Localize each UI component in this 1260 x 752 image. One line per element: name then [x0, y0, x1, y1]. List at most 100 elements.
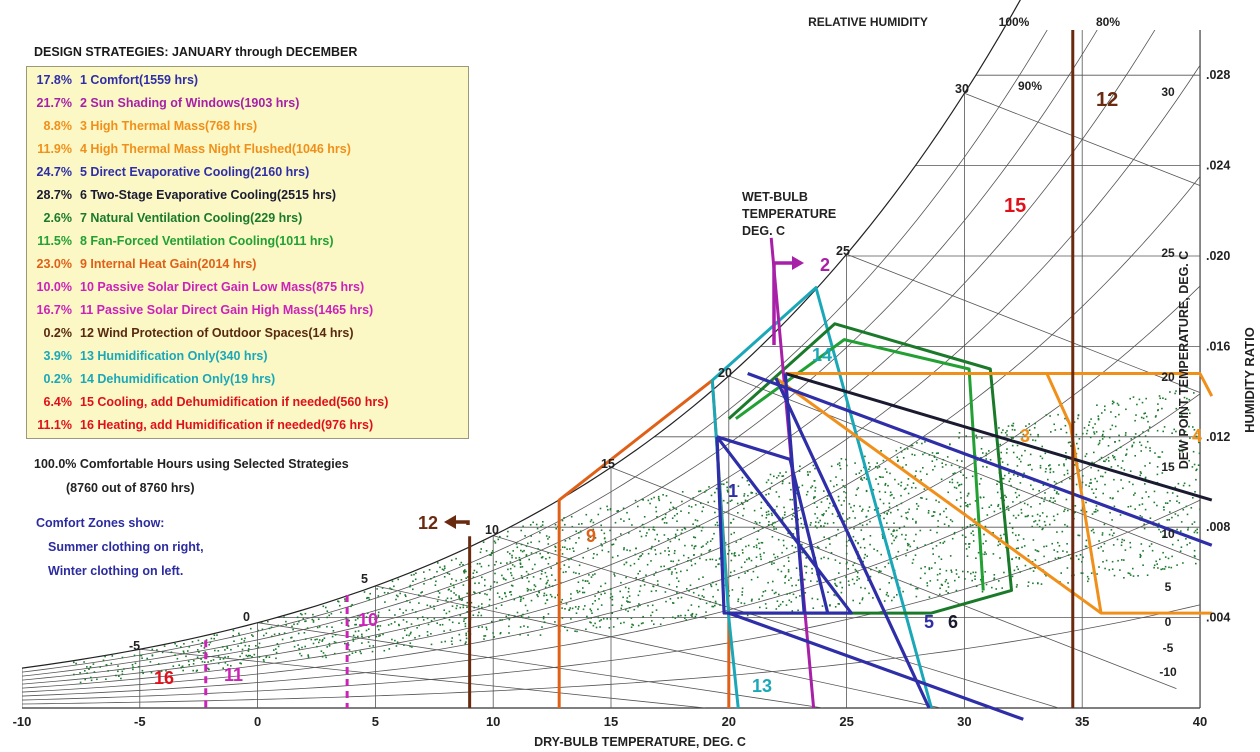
climate-point [737, 600, 739, 603]
climate-point [642, 499, 644, 501]
climate-point [1019, 571, 1021, 573]
climate-point [244, 637, 246, 640]
climate-point [311, 618, 314, 621]
climate-point [961, 460, 963, 462]
climate-point [824, 522, 826, 525]
climate-point [1020, 508, 1023, 511]
climate-point [680, 532, 683, 535]
climate-point [527, 588, 530, 591]
climate-point [1104, 460, 1106, 463]
note-line1: Comfort Zones show: [36, 516, 165, 530]
climate-point [879, 588, 881, 591]
climate-point [539, 578, 542, 580]
legend-label: 5 Direct Evaporative Cooling(2160 hrs) [80, 165, 310, 179]
climate-point [811, 572, 813, 574]
climate-point [1109, 428, 1112, 431]
zone-7-natural-ventilation [727, 322, 1014, 615]
climate-point [507, 568, 509, 571]
climate-point [923, 488, 926, 490]
climate-point [1027, 464, 1030, 466]
climate-point [1006, 430, 1008, 432]
climate-point [463, 620, 465, 622]
climate-point [1037, 550, 1040, 553]
climate-point [363, 591, 366, 593]
climate-point [741, 476, 744, 479]
climate-point [1103, 542, 1106, 545]
climate-point [1025, 425, 1027, 427]
climate-point [365, 616, 368, 618]
climate-point [738, 554, 740, 557]
climate-point [624, 586, 627, 589]
climate-point [226, 645, 228, 648]
zone-label-12-top: 12 [1096, 89, 1118, 111]
climate-point [426, 604, 429, 607]
climate-point [674, 537, 676, 539]
climate-point [339, 604, 341, 607]
climate-point [637, 572, 639, 575]
climate-point [771, 589, 774, 592]
climate-point [183, 643, 185, 645]
climate-point [300, 654, 303, 657]
climate-point [541, 626, 543, 628]
climate-point [1000, 451, 1002, 454]
climate-point [737, 512, 739, 514]
climate-point [669, 568, 671, 570]
climate-point [1066, 551, 1068, 553]
climate-point [727, 491, 729, 493]
climate-point [629, 601, 631, 603]
climate-point [1093, 433, 1096, 435]
climate-point [768, 521, 770, 523]
climate-point [232, 629, 235, 632]
climate-point [844, 486, 846, 489]
climate-point [285, 620, 287, 623]
climate-point [782, 539, 785, 542]
zone-3-thermal-mass-upper [785, 372, 1103, 614]
climate-point [760, 541, 763, 544]
climate-point [726, 489, 729, 492]
dewpoint-tick-label: 15 [1161, 460, 1175, 474]
climate-point [676, 513, 678, 515]
climate-point [1163, 568, 1166, 570]
climate-point [265, 655, 268, 658]
climate-point [420, 591, 422, 594]
climate-point [120, 677, 122, 680]
climate-point [848, 584, 850, 586]
legend-item: 17.8% 1 Comfort(1559 hrs) [30, 69, 388, 92]
climate-point [859, 546, 862, 549]
climate-point [773, 526, 775, 528]
climate-point [983, 533, 985, 536]
climate-point [788, 560, 790, 562]
climate-point [902, 457, 905, 459]
climate-point [1168, 566, 1170, 569]
climate-point [501, 574, 503, 577]
climate-point [532, 576, 535, 578]
climate-point [1188, 398, 1191, 401]
climate-point [859, 602, 861, 605]
climate-point [774, 521, 776, 524]
climate-point [1015, 586, 1018, 588]
climate-point [655, 609, 658, 611]
climate-point [1155, 415, 1157, 417]
climate-point [554, 579, 557, 581]
climate-point [931, 515, 933, 517]
climate-point [174, 654, 176, 656]
climate-point [102, 659, 105, 662]
climate-point [687, 557, 690, 559]
climate-point [540, 525, 542, 528]
climate-point [1158, 528, 1160, 531]
climate-point [770, 512, 773, 515]
climate-point [1013, 569, 1016, 572]
climate-point [510, 591, 512, 593]
climate-point [1140, 555, 1142, 557]
climate-point [1093, 531, 1095, 534]
climate-point [588, 582, 590, 585]
climate-point [409, 584, 412, 587]
climate-point [1198, 452, 1200, 455]
climate-point [582, 556, 584, 559]
climate-point [601, 544, 603, 547]
climate-point [367, 628, 370, 630]
climate-point [395, 598, 397, 601]
climate-point [1074, 511, 1076, 513]
climate-point [891, 493, 893, 496]
climate-point [841, 479, 844, 481]
